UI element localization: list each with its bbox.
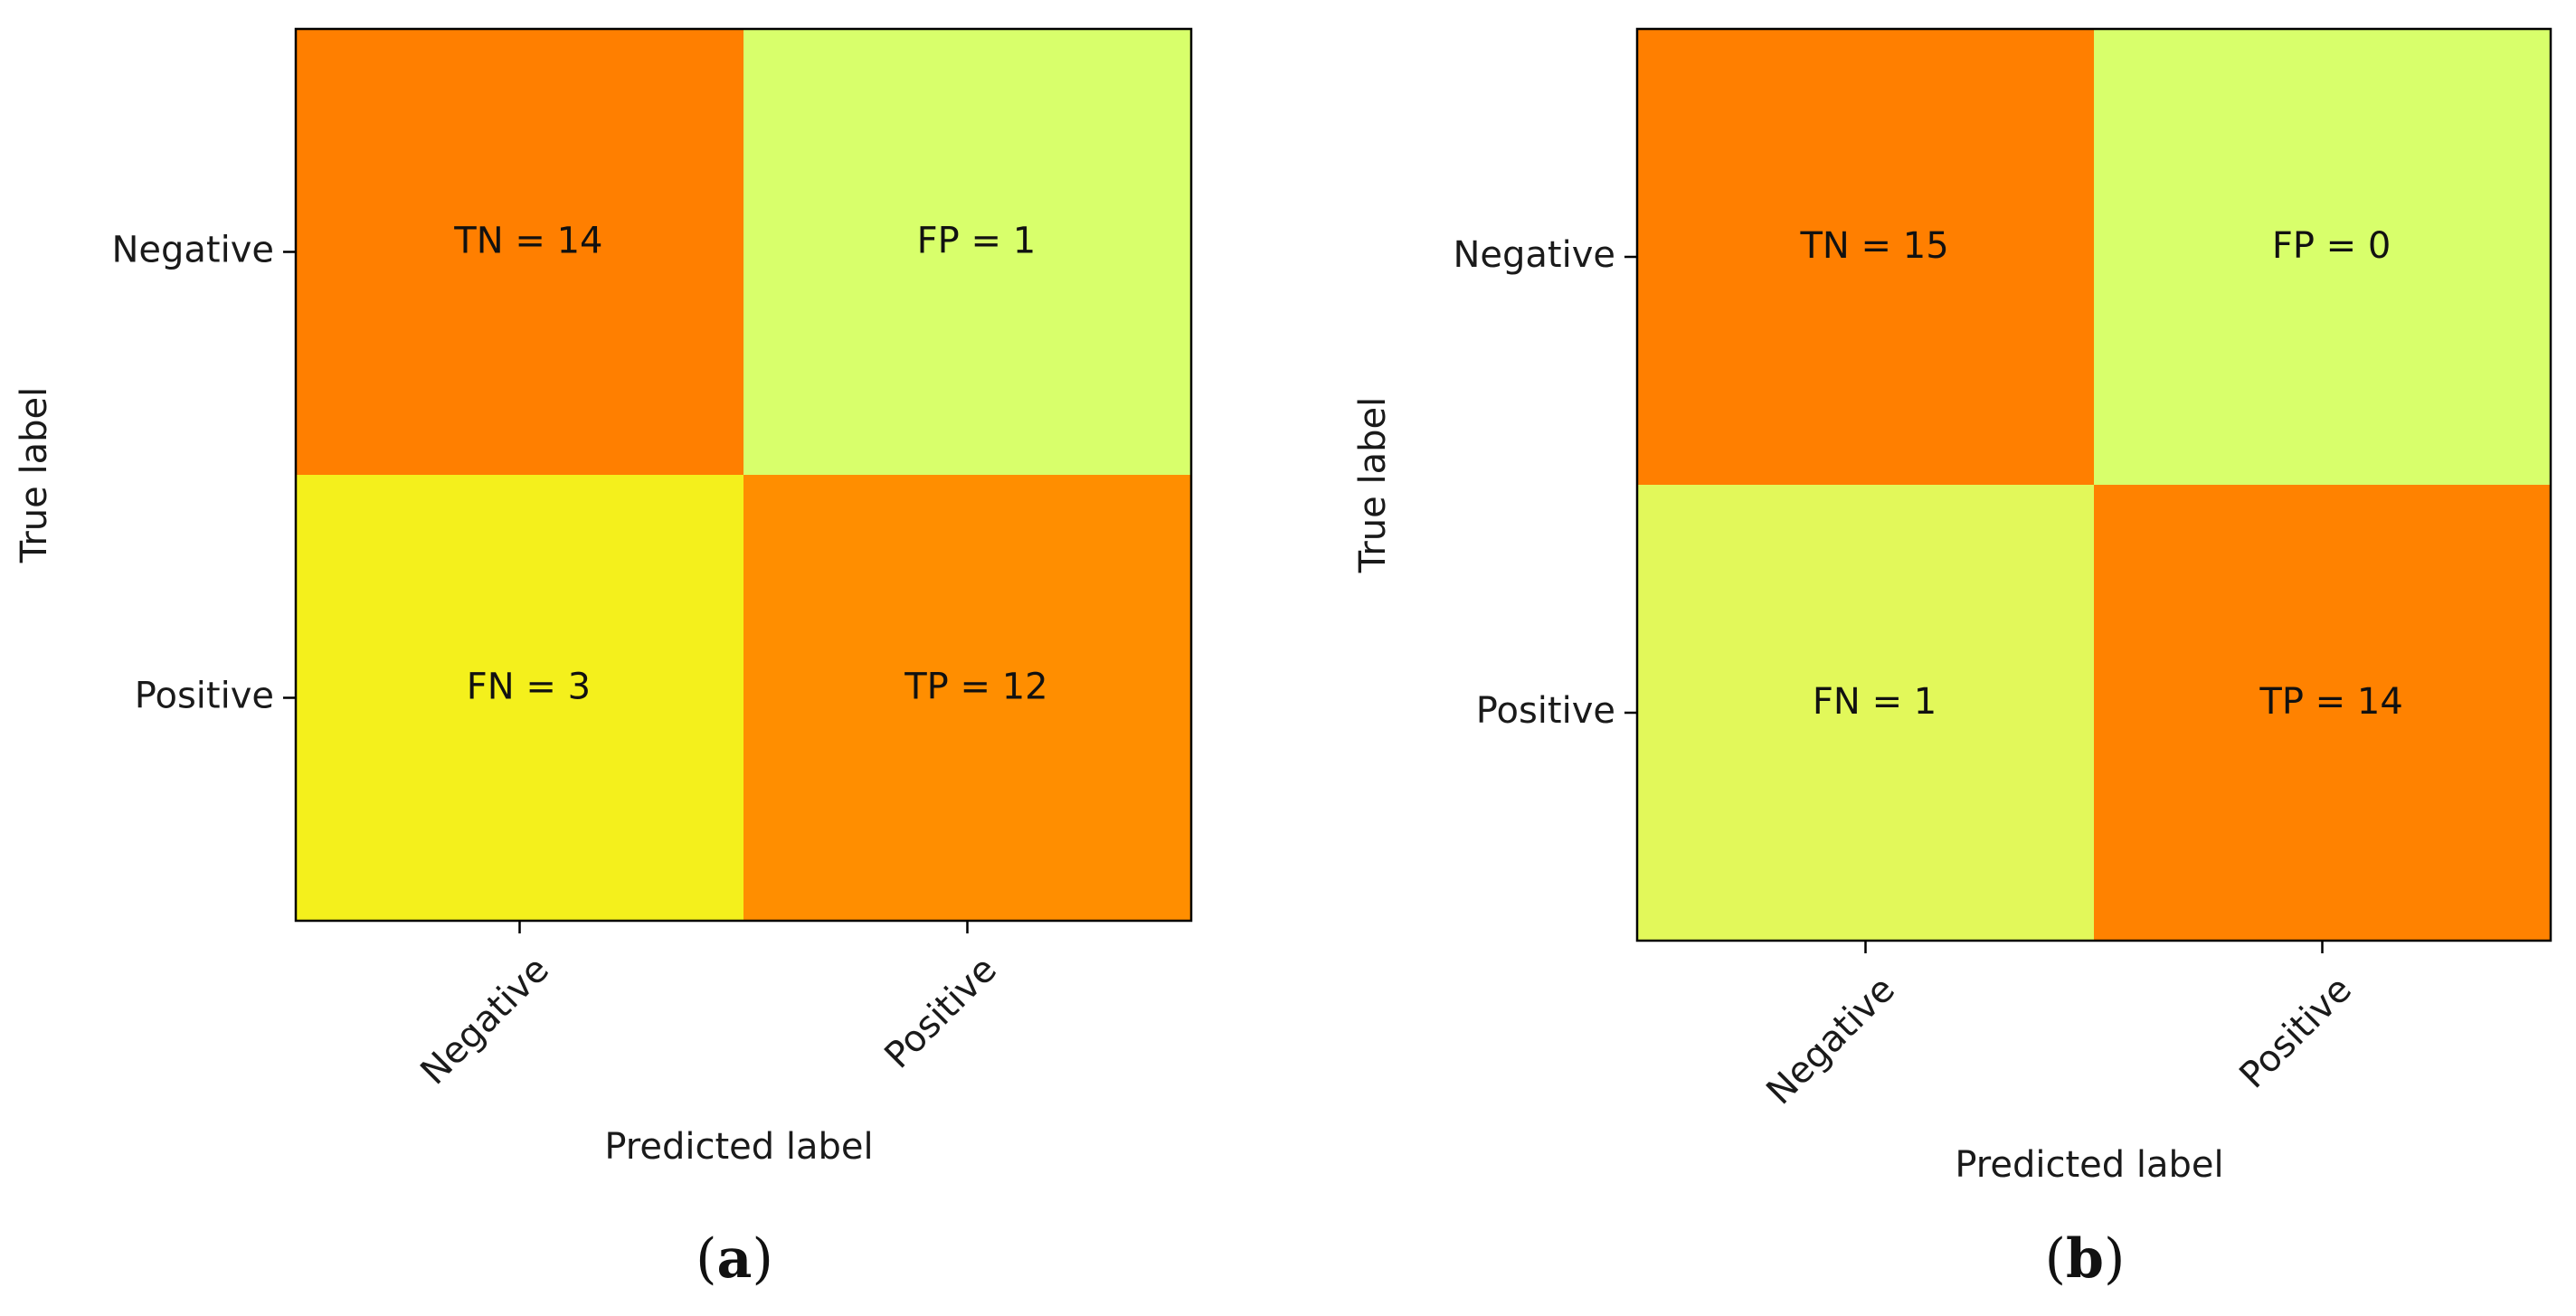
panel-b-cell-r0c1 (2094, 29, 2551, 485)
panel-b-ylabel: True label (1352, 397, 1394, 573)
panel-b-ytick-label-0: Negative (1453, 234, 1615, 276)
panel-b-xlabel: Predicted label (1955, 1144, 2223, 1186)
panel-a-cell-r1c0 (296, 475, 743, 921)
panel-a-ytick-label-0: Negative (111, 230, 274, 271)
panel-a-cell-r0c1 (743, 29, 1191, 475)
panel-a-cell-r0c0 (296, 29, 743, 475)
panel-b-xtick-label-1: Positive (2231, 969, 2360, 1097)
panel-a-cell-label-r1c0: FN = 3 (467, 667, 591, 708)
panel-a-frame (294, 27, 1193, 923)
panel-b-cell-label-r0c0: TN = 15 (1799, 225, 1948, 267)
panel-b-cell-label-r1c1: TP = 14 (2259, 681, 2402, 723)
panel-a-xtick-label-1: Positive (876, 949, 1005, 1077)
panel-a-cell-label-r0c0: TN = 14 (453, 221, 602, 262)
panel-b-cell-label-r0c1: FP = 0 (2272, 225, 2391, 267)
panel-b-cell-label-r1c0: FN = 1 (1813, 681, 1937, 723)
panel-a-panel-letter: a (717, 1227, 753, 1291)
panel-b-cell-r0c0 (1637, 29, 2094, 485)
panel-a-cell-label-r0c1: FP = 1 (917, 221, 1037, 262)
panel-b-panel-label: (b) (2045, 1227, 2126, 1291)
panel-b-frame (1635, 27, 2552, 942)
panel-b-xtick-label-0: Negative (1758, 969, 1902, 1112)
panel-a-xlabel: Predicted label (604, 1126, 873, 1168)
panel-a-ylabel: True label (14, 387, 55, 563)
panel-a-panel-label: (a) (696, 1227, 773, 1291)
panel-a-ytick-label-1: Positive (135, 676, 274, 717)
panel-b-cell-r1c0 (1637, 485, 2094, 941)
panel-b-panel-letter: b (2066, 1227, 2104, 1291)
panel-a-cell-r1c1 (743, 475, 1191, 921)
panel-a-xtick-label-0: Negative (412, 949, 556, 1093)
panel-b-cell-r1c1 (2094, 485, 2551, 941)
panel-b-ytick-label-1: Positive (1476, 690, 1615, 732)
panel-a-cell-label-r1c1: TP = 12 (904, 667, 1047, 708)
